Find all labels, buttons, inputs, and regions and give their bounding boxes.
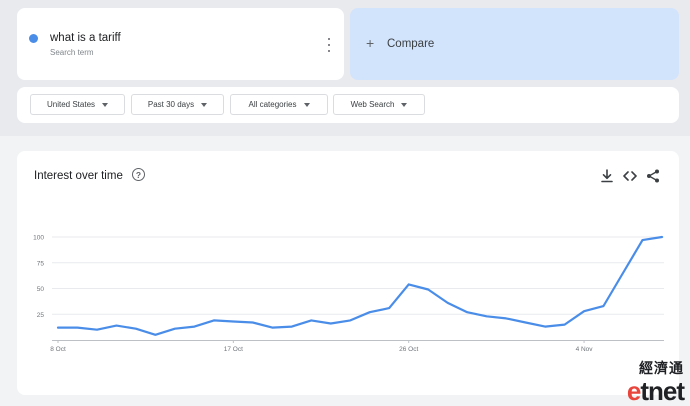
data-point[interactable] <box>404 279 414 289</box>
y-tick-label: 25 <box>37 312 45 319</box>
share-icon[interactable] <box>645 168 661 184</box>
plus-icon: + <box>366 35 375 51</box>
x-tick-label: 4 Nov <box>576 346 594 353</box>
data-point[interactable] <box>150 330 160 340</box>
data-point[interactable] <box>482 311 492 321</box>
time-range-dropdown[interactable]: Past 30 days <box>131 94 224 115</box>
filter-bar: United States Past 30 days All categorie… <box>17 87 679 123</box>
data-point[interactable] <box>287 322 297 332</box>
search-term-type: Search term <box>50 48 94 57</box>
compare-button[interactable]: + Compare <box>350 8 679 80</box>
y-tick-label: 50 <box>37 286 45 293</box>
data-point[interactable] <box>306 315 316 325</box>
data-point[interactable] <box>267 323 277 333</box>
category-dropdown[interactable]: All categories <box>230 94 328 115</box>
data-point[interactable] <box>501 313 511 323</box>
search-term-card[interactable]: what is a tariff Search term <box>17 8 344 80</box>
data-point[interactable] <box>540 322 550 332</box>
etnet-watermark-logo: 經濟通 etnet <box>626 360 685 406</box>
caret-down-icon <box>201 102 208 107</box>
y-tick-label: 100 <box>33 235 44 242</box>
data-point[interactable] <box>53 323 63 333</box>
data-point[interactable] <box>326 319 336 329</box>
x-tick-label: 8 Oct <box>50 346 66 353</box>
interest-over-time-panel: Interest over time ? 100 75 50 25 8 Oct 17 Oc… <box>17 151 679 395</box>
search-term-name[interactable]: what is a tariff <box>50 32 121 44</box>
term-color-dot <box>29 34 38 43</box>
data-point[interactable] <box>579 306 589 316</box>
data-point[interactable] <box>345 315 355 325</box>
x-tick-label: 17 Oct <box>224 346 243 353</box>
data-point[interactable] <box>423 285 433 295</box>
data-point[interactable] <box>170 324 180 334</box>
y-tick-label: 75 <box>37 260 45 267</box>
search-type-dropdown-label: Web Search <box>350 100 395 109</box>
panel-title: Interest over time <box>34 170 123 182</box>
series-line[interactable] <box>56 235 664 336</box>
data-point[interactable] <box>560 320 570 330</box>
data-point[interactable] <box>72 323 82 333</box>
more-vert-icon[interactable] <box>323 38 335 52</box>
category-dropdown-label: All categories <box>248 100 297 109</box>
data-point[interactable] <box>384 303 394 313</box>
embed-code-icon[interactable] <box>622 168 638 184</box>
compare-label: Compare <box>387 38 435 50</box>
caret-down-icon <box>102 102 109 107</box>
data-point[interactable] <box>209 315 219 325</box>
data-point[interactable] <box>92 325 102 335</box>
data-point[interactable] <box>111 321 121 331</box>
time-range-dropdown-label: Past 30 days <box>147 100 195 109</box>
data-point[interactable] <box>618 268 628 278</box>
data-point[interactable] <box>248 317 258 327</box>
data-point[interactable] <box>131 324 141 334</box>
data-point[interactable] <box>189 322 199 332</box>
line-chart: 100 75 50 25 8 Oct 17 Oct 26 Oct 4 Nov <box>33 232 667 353</box>
region-dropdown-label: United States <box>46 100 96 109</box>
data-point[interactable] <box>462 307 472 317</box>
data-point[interactable] <box>521 317 531 327</box>
data-point[interactable] <box>638 235 648 245</box>
download-icon[interactable] <box>599 168 615 184</box>
data-point[interactable] <box>657 232 667 242</box>
help-icon[interactable]: ? <box>132 168 145 181</box>
region-dropdown[interactable]: United States <box>30 94 125 115</box>
x-tick-label: 26 Oct <box>399 346 418 353</box>
data-point[interactable] <box>365 307 375 317</box>
caret-down-icon <box>303 102 310 107</box>
caret-down-icon <box>401 102 408 107</box>
data-point[interactable] <box>443 298 453 308</box>
data-point[interactable] <box>599 301 609 311</box>
data-point[interactable] <box>228 316 238 326</box>
search-type-dropdown[interactable]: Web Search <box>333 94 425 115</box>
